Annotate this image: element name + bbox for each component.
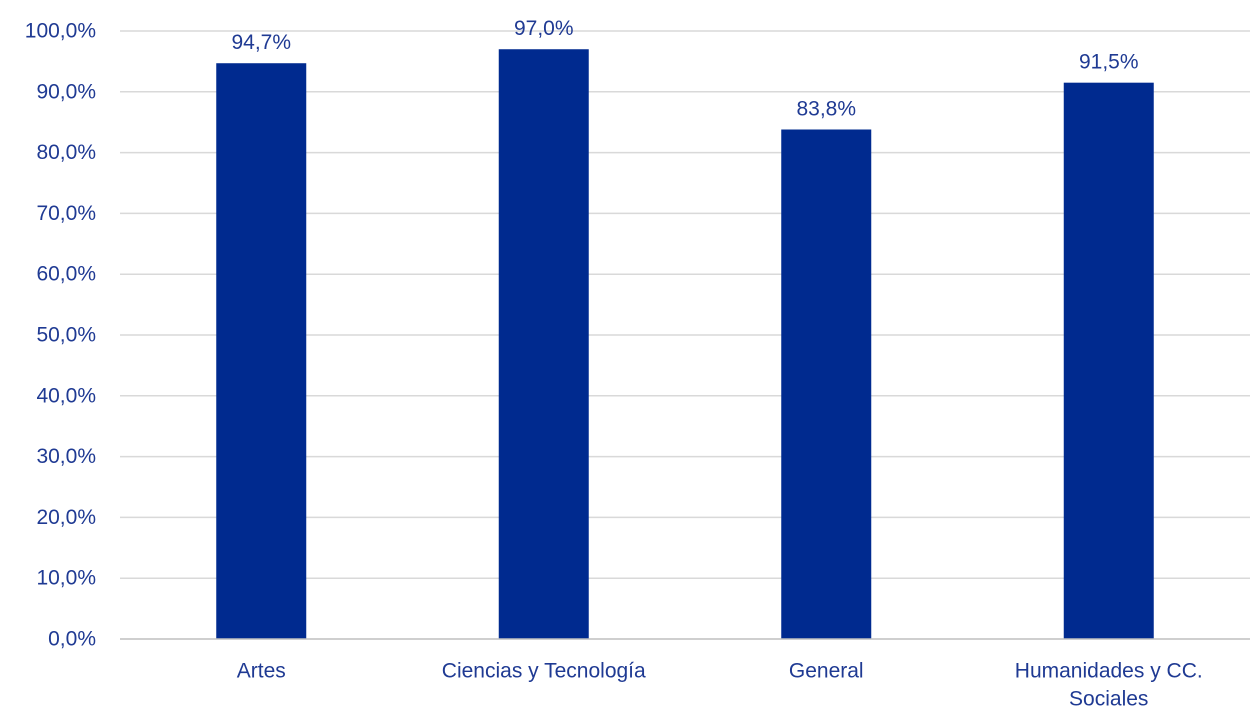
data-label: 97,0% [514,17,574,40]
y-tick-label: 90,0% [36,80,96,103]
bar [498,49,589,640]
y-tick-label: 100,0% [25,20,96,43]
x-tick-label: General [789,660,864,683]
y-tick-label: 60,0% [36,263,96,286]
bars [216,49,1154,640]
x-tick-label: Humanidades y CC. [1015,660,1203,683]
bar [216,63,307,639]
y-tick-label: 70,0% [36,202,96,225]
y-tick-label: 30,0% [36,445,96,468]
y-tick-label: 80,0% [36,141,96,164]
x-tick-label: Artes [237,660,286,683]
x-tick-label: Ciencias y Tecnología [442,660,646,683]
bar [781,129,872,639]
data-labels: 94,7% 97,0% 83,8% 91,5% [231,17,1138,120]
data-label: 91,5% [1079,51,1139,74]
data-label: 83,8% [796,97,856,120]
y-tick-label: 0,0% [48,628,96,651]
x-tick-labels: Artes Ciencias y Tecnología General Humanid… [237,660,1203,711]
y-tick-label: 50,0% [36,324,96,347]
y-tick-label: 20,0% [36,506,96,529]
y-tick-label: 10,0% [36,567,96,590]
x-tick-label: Sociales [1069,688,1148,711]
data-label: 94,7% [231,31,291,54]
bar [1063,82,1154,640]
y-tick-labels: 0,0% 10,0% 20,0% 30,0% 40,0% 50,0% 60,0% 70,0% 8… [25,20,96,651]
y-tick-label: 40,0% [36,384,96,407]
gridlines [120,30,1250,579]
